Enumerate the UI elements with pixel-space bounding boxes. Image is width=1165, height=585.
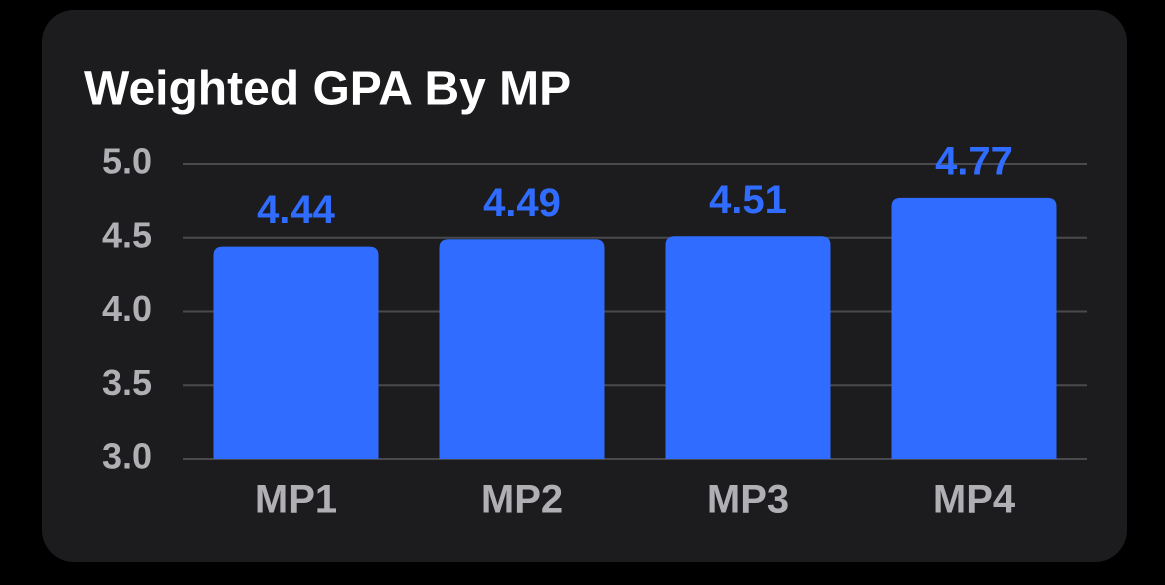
y-tick-label: 4.0 [102,288,152,329]
x-tick-label: MP1 [255,478,337,522]
y-tick-label: 4.5 [102,214,152,255]
y-tick-label: 5.0 [102,141,152,182]
bar [439,239,605,459]
value-label: 4.44 [257,188,336,232]
bar [665,236,831,459]
y-tick-label: 3.5 [102,362,152,403]
value-label: 4.77 [935,139,1013,183]
x-tick-label: MP4 [933,478,1016,522]
bar [891,197,1057,460]
bar [213,246,379,459]
value-label: 4.49 [483,181,561,225]
chart-title: Weighted GPA By MP [84,63,571,116]
x-tick-label: MP2 [481,478,563,522]
y-tick-label: 3.0 [102,436,152,477]
x-tick-label: MP3 [707,478,789,522]
value-label: 4.51 [709,178,787,222]
